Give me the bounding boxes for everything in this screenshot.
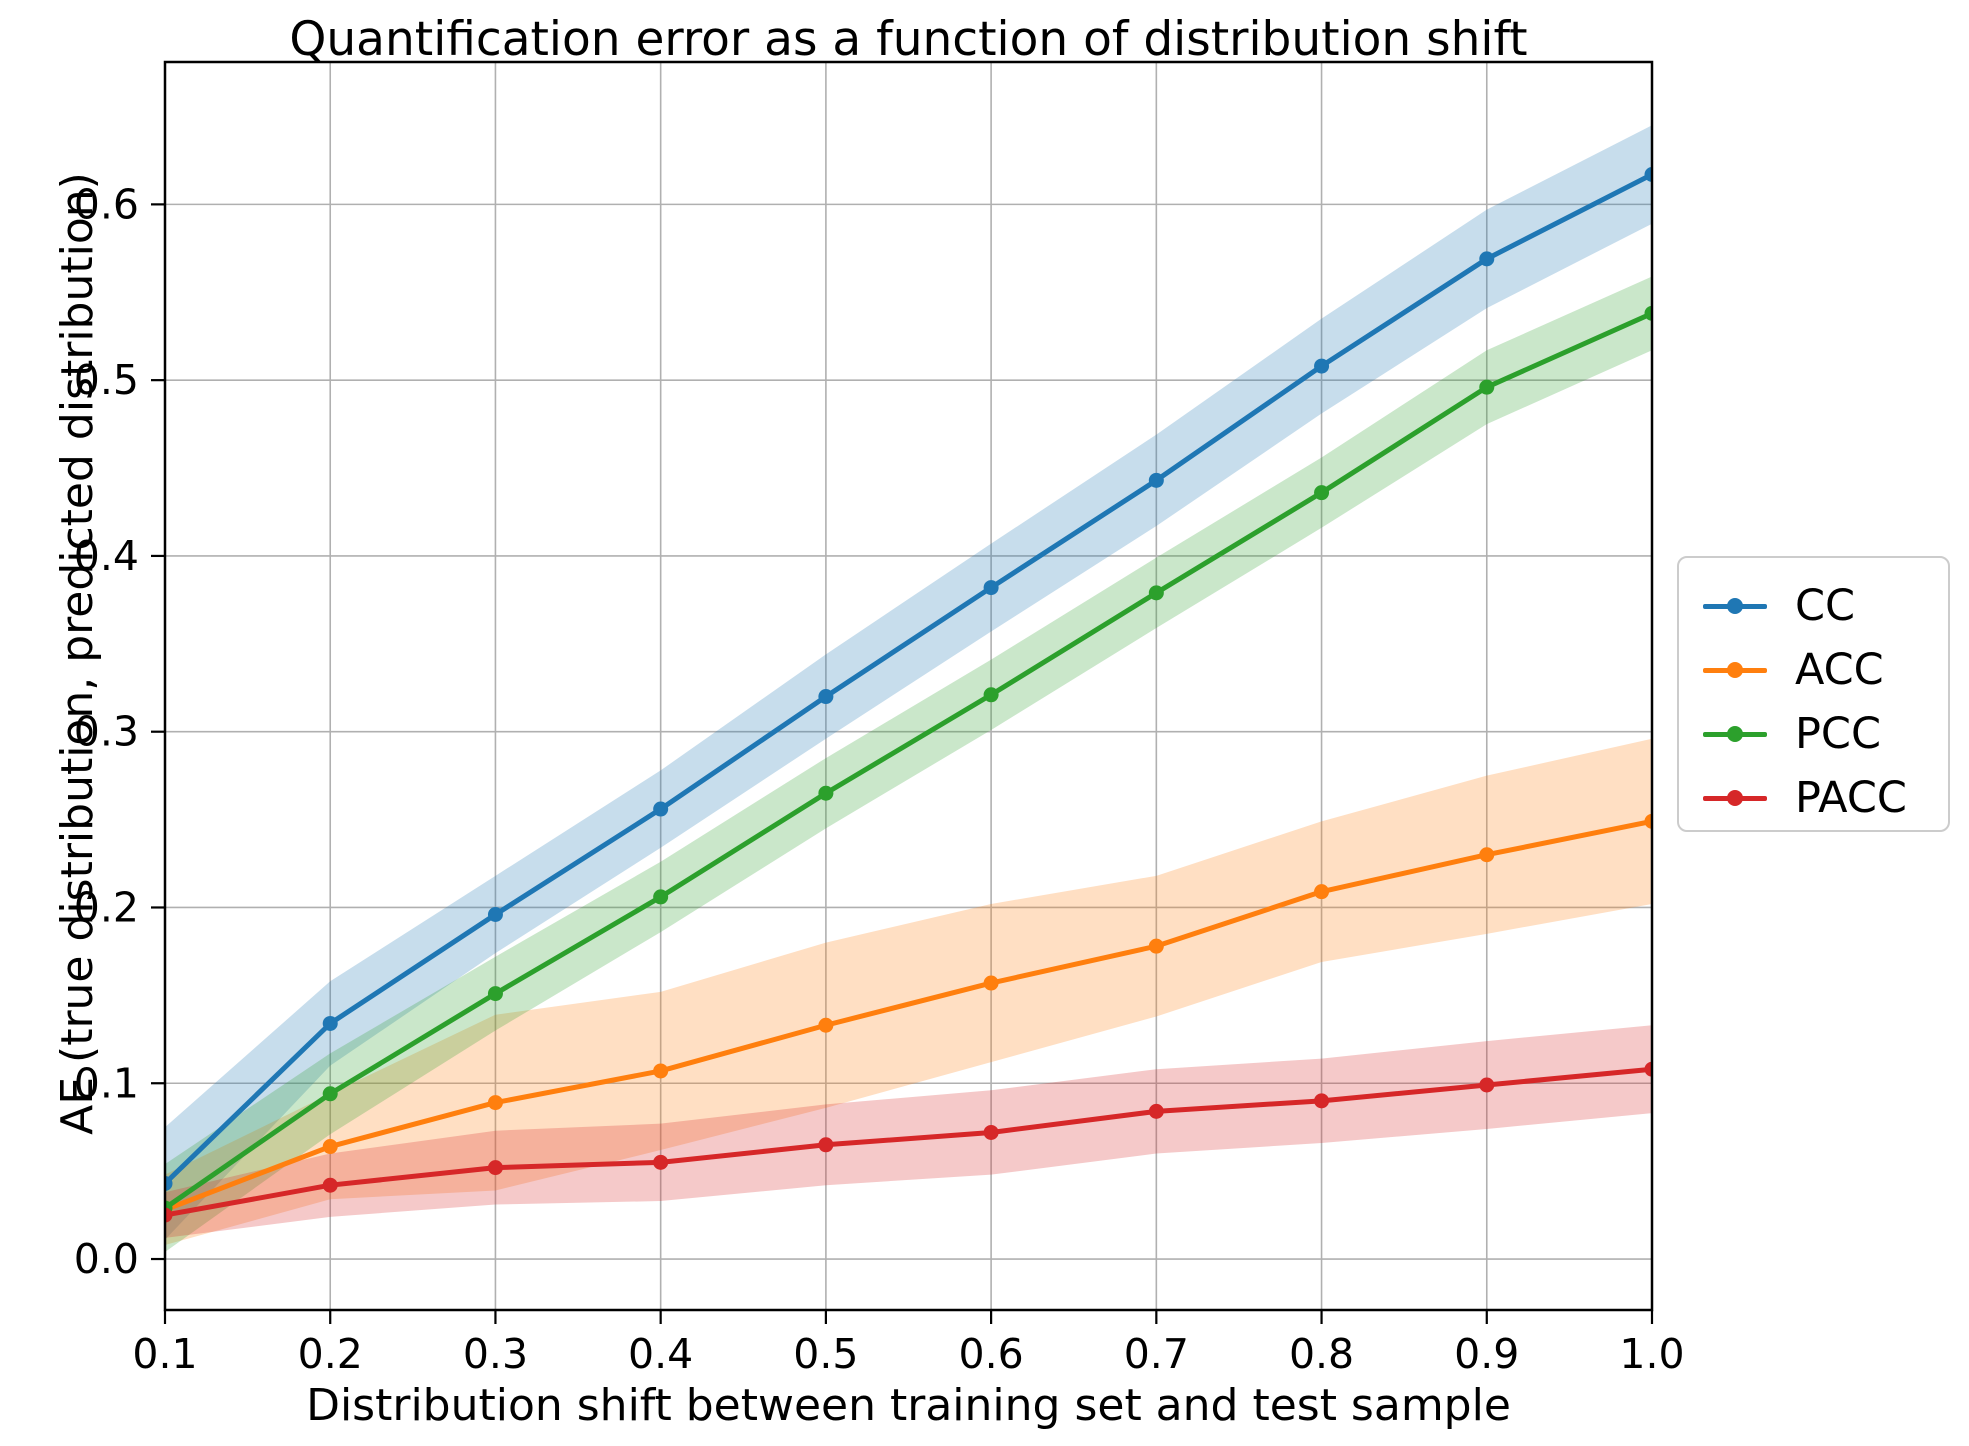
data-point-acc-0.3 — [487, 1095, 503, 1111]
data-point-pcc-0.8 — [1314, 485, 1330, 501]
data-point-cc-0.6 — [983, 580, 999, 596]
legend-marker-dot-acc — [1727, 662, 1743, 678]
legend-label-pacc: PACC — [1795, 773, 1907, 823]
axes-spines — [163, 60, 1654, 1312]
series-line-cc — [165, 171, 1652, 1186]
data-point-pcc-0.9 — [1479, 379, 1495, 395]
x-tick-label: 0.3 — [463, 1330, 528, 1378]
legend-line-sample-acc — [1703, 662, 1767, 678]
y-tick-label: 0.2 — [74, 883, 139, 931]
data-point-cc-0.1 — [165, 1175, 173, 1191]
x-tick-label: 0.1 — [132, 1330, 197, 1378]
x-tick-label: 0.5 — [793, 1330, 858, 1378]
data-point-pcc-0.7 — [1148, 585, 1164, 601]
y-tick-label: 0.5 — [74, 356, 139, 404]
y-tick-label: 0.0 — [74, 1235, 139, 1283]
legend-line-sample-pcc — [1703, 726, 1767, 742]
data-point-acc-0.7 — [1148, 938, 1164, 954]
y-tick-label: 0.3 — [74, 708, 139, 756]
data-point-pcc-0.5 — [818, 785, 834, 801]
data-point-cc-0.8 — [1314, 358, 1330, 374]
data-point-acc-0.6 — [983, 975, 999, 991]
legend-label-pcc: PCC — [1795, 709, 1881, 759]
legend-item-cc: CC — [1703, 574, 1948, 638]
data-point-cc-0.4 — [653, 801, 669, 817]
plot-background — [165, 62, 1652, 1310]
error-band-acc — [165, 738, 1652, 1245]
series-line-pacc — [165, 1066, 1652, 1218]
data-point-acc-0.8 — [1314, 884, 1330, 900]
y-axis-label: AE (true distribution, predicted distrib… — [52, 172, 103, 1135]
data-point-pacc-0.3 — [487, 1160, 503, 1176]
chart-title: Quantification error as a function of di… — [289, 12, 1528, 67]
y-tick-label: 0.1 — [74, 1059, 139, 1107]
tick-marks — [151, 203, 1654, 1324]
series-line-acc — [165, 818, 1652, 1213]
data-point-pacc-0.1 — [165, 1207, 173, 1223]
data-point-pacc-0.5 — [818, 1137, 834, 1153]
data-point-cc-0.9 — [1479, 251, 1495, 267]
data-point-cc-1.0 — [1644, 166, 1652, 182]
data-point-pacc-0.2 — [322, 1177, 338, 1193]
data-point-pacc-0.4 — [653, 1154, 669, 1170]
x-tick-label: 0.9 — [1454, 1330, 1519, 1378]
data-point-cc-0.5 — [818, 689, 834, 705]
series-lines — [165, 166, 1652, 1223]
legend-item-pcc: PCC — [1703, 702, 1948, 766]
data-point-pcc-0.4 — [653, 889, 669, 905]
x-axis-label: Distribution shift between training set … — [306, 1380, 1511, 1431]
legend-label-cc: CC — [1795, 581, 1856, 631]
x-tick-label: 1.0 — [1619, 1330, 1684, 1378]
data-point-pcc-0.2 — [322, 1086, 338, 1102]
legend-marker-dot-pcc — [1727, 726, 1743, 742]
data-point-acc-0.4 — [653, 1063, 669, 1079]
legend-item-pacc: PACC — [1703, 766, 1948, 830]
legend-label-acc: ACC — [1795, 645, 1884, 695]
y-tick-label: 0.6 — [74, 180, 139, 228]
legend-marker-dot-cc — [1727, 598, 1743, 614]
data-point-cc-0.3 — [487, 907, 503, 923]
data-point-pacc-1.0 — [1644, 1061, 1652, 1077]
legend-box: CC ACC PCC PACC — [1677, 556, 1950, 832]
x-tick-label: 0.6 — [959, 1330, 1024, 1378]
data-point-pcc-0.3 — [487, 986, 503, 1002]
x-tick-label: 0.7 — [1124, 1330, 1189, 1378]
legend-line-sample-cc — [1703, 598, 1767, 614]
x-tick-label: 0.4 — [628, 1330, 693, 1378]
series-line-pcc — [165, 310, 1652, 1211]
legend-marker-dot-pacc — [1727, 790, 1743, 806]
data-point-pcc-0.6 — [983, 687, 999, 703]
data-point-pacc-0.8 — [1314, 1093, 1330, 1109]
data-point-pacc-0.6 — [983, 1124, 999, 1140]
data-point-pacc-0.9 — [1479, 1077, 1495, 1093]
data-point-pacc-0.7 — [1148, 1103, 1164, 1119]
y-tick-label: 0.4 — [74, 532, 139, 580]
data-point-acc-0.5 — [818, 1017, 834, 1033]
error-band-pacc — [165, 1025, 1652, 1238]
data-point-cc-0.7 — [1148, 472, 1164, 488]
x-tick-label: 0.2 — [298, 1330, 363, 1378]
data-point-cc-0.2 — [322, 1015, 338, 1031]
error-band-cc — [165, 125, 1652, 1240]
tick-labels: 0.1 0.2 0.3 0.4 0.5 0.6 0.7 0.8 0.9 1.0 0.0 0.1 0.2 0… — [74, 180, 1685, 1378]
data-point-acc-0.9 — [1479, 847, 1495, 863]
x-tick-label: 0.8 — [1289, 1330, 1354, 1378]
data-point-acc-0.2 — [322, 1139, 338, 1155]
data-point-pcc-1.0 — [1644, 305, 1652, 321]
data-point-acc-1.0 — [1644, 813, 1652, 829]
legend-item-acc: ACC — [1703, 638, 1948, 702]
legend-line-sample-pacc — [1703, 790, 1767, 806]
